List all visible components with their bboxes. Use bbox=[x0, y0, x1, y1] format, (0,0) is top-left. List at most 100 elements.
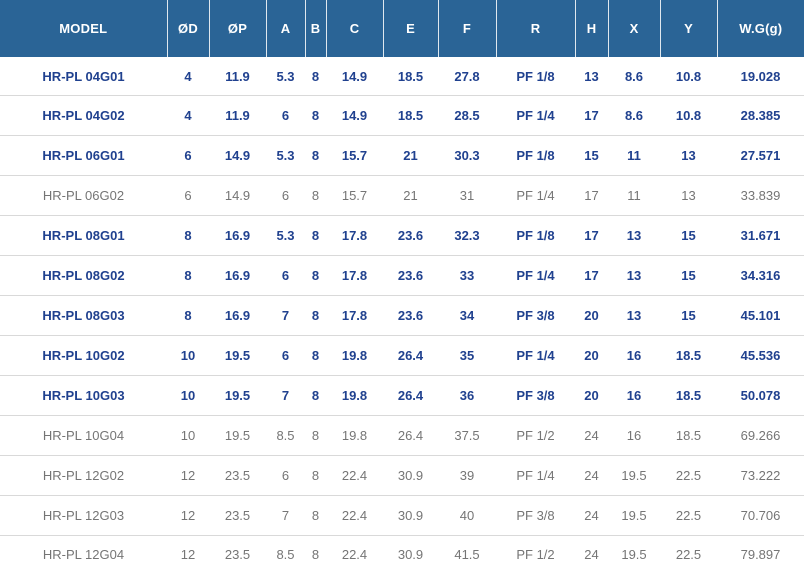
cell-wg: 28.385 bbox=[740, 108, 781, 124]
cell-model: HR-PL 04G02 bbox=[42, 108, 125, 124]
cell-a: 6 bbox=[281, 467, 290, 483]
cell-x: 16 bbox=[626, 427, 642, 443]
cell-f: 34 bbox=[459, 307, 475, 323]
cell-od: 4 bbox=[184, 68, 192, 84]
column-header-b: B bbox=[305, 0, 327, 57]
cell-a: 6 bbox=[281, 267, 290, 283]
cell-f: 41.5 bbox=[454, 547, 480, 563]
table-row: HR-PL 06G01 6 14.9 5.3 8 15.7 21 30.3 PF 1/8 15 11… bbox=[0, 135, 804, 176]
cell-c: 19.8 bbox=[341, 387, 368, 403]
cell-a: 6 bbox=[281, 188, 290, 204]
cell-model: HR-PL 10G04 bbox=[42, 427, 125, 443]
cell-c: 14.9 bbox=[341, 108, 368, 124]
table-row: HR-PL 10G02 10 19.5 6 8 19.8 26.4 35 PF 1/4 20 16 1… bbox=[0, 335, 804, 376]
cell-wg: 34.316 bbox=[740, 267, 781, 283]
cell-c: 15.7 bbox=[341, 148, 368, 164]
cell-h: 17 bbox=[584, 267, 599, 283]
cell-e: 30.9 bbox=[397, 547, 424, 563]
cell-model: HR-PL 08G01 bbox=[42, 228, 125, 244]
cell-x: 13 bbox=[626, 307, 642, 323]
column-header-x: X bbox=[608, 0, 661, 57]
column-header-r: R bbox=[496, 0, 576, 57]
cell-e: 18.5 bbox=[397, 108, 424, 124]
cell-model: HR-PL 06G02 bbox=[42, 188, 125, 204]
cell-c: 14.9 bbox=[341, 68, 368, 84]
cell-wg: 79.897 bbox=[740, 547, 781, 563]
cell-f: 32.3 bbox=[454, 228, 480, 244]
cell-c: 17.8 bbox=[341, 267, 368, 283]
cell-e: 18.5 bbox=[397, 68, 424, 84]
cell-op: 23.5 bbox=[224, 467, 251, 483]
cell-r: PF 1/2 bbox=[516, 427, 555, 443]
table-row: HR-PL 08G03 8 16.9 7 8 17.8 23.6 34 PF 3/8 20 13 15… bbox=[0, 295, 804, 336]
cell-od: 12 bbox=[180, 507, 196, 523]
cell-y: 22.5 bbox=[675, 547, 702, 563]
cell-od: 10 bbox=[180, 427, 196, 443]
cell-a: 6 bbox=[281, 108, 290, 124]
table-row: HR-PL 12G04 12 23.5 8.5 8 22.4 30.9 41.5 PF 1/2 2… bbox=[0, 535, 804, 574]
cell-e: 23.6 bbox=[397, 267, 424, 283]
cell-model: HR-PL 10G02 bbox=[42, 347, 125, 363]
cell-e: 26.4 bbox=[397, 347, 424, 363]
cell-h: 20 bbox=[584, 307, 599, 323]
cell-y: 18.5 bbox=[675, 347, 702, 363]
cell-h: 24 bbox=[584, 467, 599, 483]
cell-od: 6 bbox=[184, 188, 192, 204]
cell-x: 19.5 bbox=[621, 507, 647, 523]
cell-r: PF 3/8 bbox=[516, 507, 555, 523]
cell-x: 8.6 bbox=[624, 108, 644, 124]
cell-f: 31 bbox=[459, 188, 475, 204]
table-row: HR-PL 12G02 12 23.5 6 8 22.4 30.9 39 PF 1/4 24 19.… bbox=[0, 455, 804, 496]
cell-h: 20 bbox=[584, 347, 599, 363]
cell-r: PF 1/4 bbox=[516, 467, 555, 483]
cell-a: 5.3 bbox=[276, 68, 295, 84]
cell-a: 7 bbox=[281, 307, 290, 323]
cell-r: PF 3/8 bbox=[516, 307, 555, 323]
cell-wg: 27.571 bbox=[740, 148, 781, 164]
cell-b: 8 bbox=[311, 228, 320, 244]
cell-wg: 31.671 bbox=[740, 228, 781, 244]
cell-e: 21 bbox=[403, 188, 418, 204]
cell-wg: 70.706 bbox=[740, 507, 781, 523]
cell-y: 22.5 bbox=[675, 507, 702, 523]
column-header-model: MODEL bbox=[0, 0, 168, 57]
column-header-e: E bbox=[383, 0, 439, 57]
cell-b: 8 bbox=[311, 347, 320, 363]
cell-e: 30.9 bbox=[397, 507, 424, 523]
cell-y: 22.5 bbox=[675, 467, 702, 483]
table-row: HR-PL 08G02 8 16.9 6 8 17.8 23.6 33 PF 1/4 17 13 15… bbox=[0, 255, 804, 296]
cell-y: 15 bbox=[681, 307, 696, 323]
cell-od: 6 bbox=[184, 148, 192, 164]
cell-r: PF 1/8 bbox=[516, 148, 555, 164]
cell-op: 16.9 bbox=[224, 228, 251, 244]
cell-h: 15 bbox=[584, 148, 599, 164]
cell-wg: 45.536 bbox=[740, 347, 781, 363]
cell-a: 7 bbox=[281, 507, 290, 523]
cell-h: 13 bbox=[584, 68, 599, 84]
cell-h: 17 bbox=[584, 188, 599, 204]
cell-x: 11 bbox=[627, 188, 641, 204]
cell-e: 23.6 bbox=[397, 307, 424, 323]
cell-y: 18.5 bbox=[675, 387, 702, 403]
cell-op: 19.5 bbox=[224, 347, 251, 363]
cell-r: PF 1/4 bbox=[516, 347, 555, 363]
cell-f: 28.5 bbox=[454, 108, 480, 124]
cell-a: 5.3 bbox=[276, 228, 295, 244]
column-header-wg: W.G(g) bbox=[717, 0, 804, 57]
cell-op: 19.5 bbox=[224, 427, 251, 443]
cell-a: 8.5 bbox=[276, 547, 295, 563]
cell-h: 24 bbox=[584, 547, 599, 563]
cell-c: 19.8 bbox=[341, 427, 368, 443]
cell-b: 8 bbox=[311, 148, 320, 164]
cell-x: 16 bbox=[626, 387, 642, 403]
cell-r: PF 1/2 bbox=[516, 547, 555, 563]
column-header-a: A bbox=[266, 0, 306, 57]
cell-model: HR-PL 08G02 bbox=[42, 267, 125, 283]
cell-x: 19.5 bbox=[621, 467, 647, 483]
cell-wg: 33.839 bbox=[740, 188, 781, 204]
cell-x: 16 bbox=[626, 347, 642, 363]
cell-y: 10.8 bbox=[675, 68, 702, 84]
cell-model: HR-PL 04G01 bbox=[42, 68, 125, 84]
cell-op: 11.9 bbox=[225, 68, 250, 84]
cell-r: PF 3/8 bbox=[516, 387, 555, 403]
